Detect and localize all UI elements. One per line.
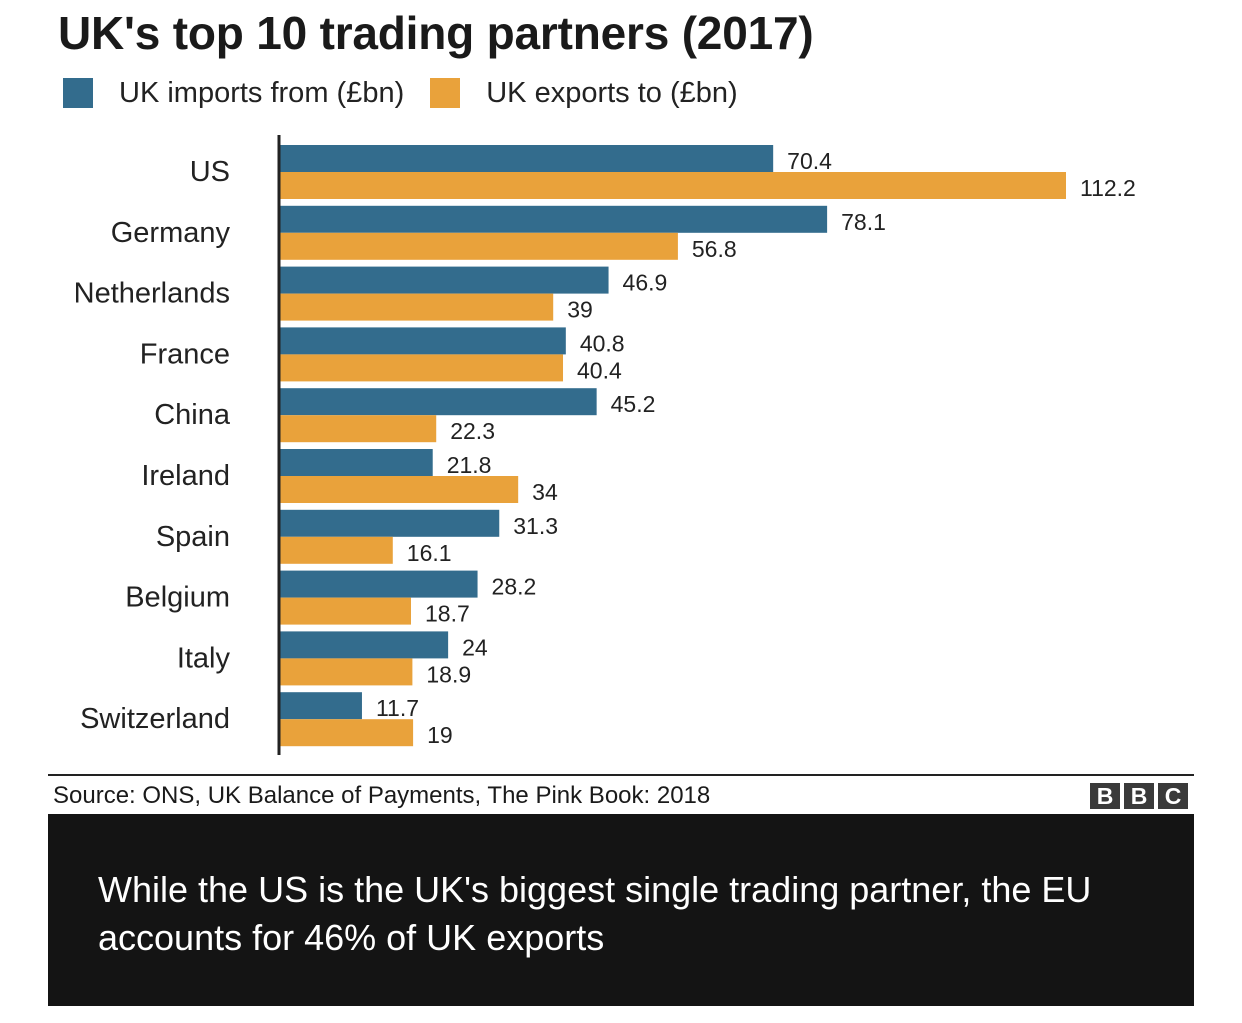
- chart-title: UK's top 10 trading partners (2017): [58, 7, 814, 59]
- legend-item-exports: UK exports to (£bn): [430, 76, 738, 110]
- imports-bar: [280, 449, 433, 476]
- data-label: 70.4: [787, 148, 832, 174]
- logo-letter: B: [1090, 783, 1120, 809]
- imports-bar: [280, 145, 774, 172]
- imports-bar: [280, 266, 609, 294]
- exports-bar: [280, 293, 554, 321]
- exports-bar: [280, 597, 411, 625]
- imports-bar: [280, 631, 449, 659]
- data-label: 31.3: [513, 513, 558, 539]
- data-label: 56.8: [692, 236, 737, 262]
- data-label: 40.4: [577, 357, 622, 383]
- imports-bar: [280, 692, 362, 720]
- category-label: Belgium: [125, 582, 230, 614]
- category-label: Italy: [177, 642, 231, 674]
- category-label: China: [154, 399, 231, 431]
- data-label: 78.1: [841, 209, 886, 235]
- logo-letter: B: [1124, 783, 1154, 809]
- caption-text: While the US is the UK's biggest single …: [98, 869, 1092, 958]
- data-label: 112.2: [1080, 175, 1136, 201]
- exports-bar: [280, 354, 564, 382]
- footer-divider: [48, 774, 1194, 776]
- data-label: 19: [427, 722, 453, 748]
- data-label: 18.9: [426, 661, 471, 687]
- data-label: 40.8: [580, 330, 625, 356]
- category-label: Ireland: [141, 460, 230, 492]
- exports-bar: [280, 232, 678, 260]
- exports-bar: [280, 719, 414, 747]
- data-label: 45.2: [611, 391, 656, 417]
- data-label: 39: [567, 297, 593, 323]
- category-label: Switzerland: [80, 703, 230, 735]
- data-label: 22.3: [450, 418, 495, 444]
- category-label: Spain: [156, 521, 230, 553]
- exports-bar: [280, 415, 437, 443]
- category-label: Netherlands: [74, 278, 230, 310]
- data-label: 18.7: [425, 601, 470, 627]
- legend-item-imports: UK imports from (£bn): [63, 77, 404, 110]
- legend-swatch-imports: [63, 78, 93, 108]
- legend-swatch-exports: [430, 78, 461, 108]
- exports-bar: [280, 172, 1066, 199]
- data-label: 34: [532, 479, 558, 505]
- category-label: France: [140, 338, 230, 370]
- data-label: 21.8: [447, 452, 492, 478]
- imports-bar: [280, 327, 566, 355]
- category-label: Germany: [111, 217, 231, 249]
- data-label: 16.1: [407, 540, 452, 566]
- exports-bar: [280, 536, 393, 564]
- legend-label-exports: UK exports to (£bn): [486, 76, 738, 109]
- bbc-logo: B B C: [1090, 783, 1188, 809]
- imports-bar: [280, 205, 828, 233]
- logo-letter: C: [1158, 783, 1188, 809]
- bar-chart: US 70.4 112.2 Germany 78.1 56.8 Netherlands 46.…: [74, 135, 1136, 755]
- legend-label-imports: UK imports from (£bn): [119, 76, 405, 109]
- data-label: 11.7: [376, 695, 419, 721]
- exports-bar: [280, 476, 519, 503]
- imports-bar: [280, 509, 500, 537]
- data-label: 46.9: [623, 270, 668, 296]
- exports-bar: [280, 658, 413, 686]
- imports-bar: [280, 388, 597, 416]
- category-label: US: [190, 156, 230, 188]
- caption-box: While the US is the UK's biggest single …: [48, 814, 1194, 1006]
- source-note: Source: ONS, UK Balance of Payments, The…: [53, 782, 711, 809]
- chart-legend: UK imports from (£bn) UK exports to (£bn…: [63, 76, 764, 110]
- imports-bar: [280, 570, 478, 598]
- data-label: 24: [462, 634, 488, 660]
- data-label: 28.2: [492, 574, 537, 600]
